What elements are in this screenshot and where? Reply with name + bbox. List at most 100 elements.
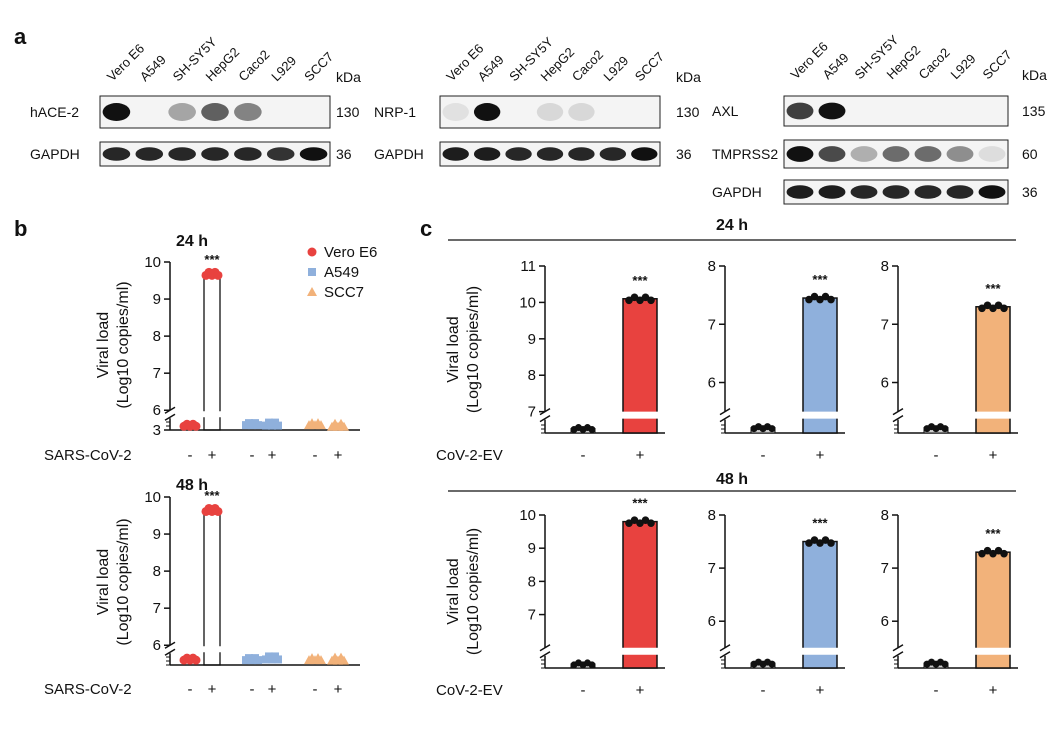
data-point xyxy=(191,655,201,665)
x-category-label: - xyxy=(250,681,255,698)
y-tick-label: 9 xyxy=(153,526,161,543)
y-axis-title-line: Viral load xyxy=(445,558,462,624)
lane-label: SCC7 xyxy=(980,47,1015,82)
blot-band xyxy=(168,147,196,161)
bar xyxy=(203,273,221,431)
y-tick-label: 7 xyxy=(881,316,889,333)
blot-band xyxy=(946,146,974,162)
y-tick-label: 8 xyxy=(528,573,536,590)
blot-band xyxy=(882,146,910,162)
axis-break-mark xyxy=(164,648,176,656)
x-category-label: + xyxy=(268,681,277,698)
y-tick-label: 7 xyxy=(881,560,889,577)
y-axis-title-line: (Log10 copies/ml) xyxy=(115,518,132,645)
x-category-label: + xyxy=(989,682,998,699)
x-category-label: + xyxy=(334,447,343,464)
data-point xyxy=(191,421,201,431)
panel-b-label: b xyxy=(14,216,27,241)
blot-band xyxy=(914,185,942,199)
significance-label: *** xyxy=(204,488,220,503)
x-category-label: + xyxy=(816,682,825,699)
data-point xyxy=(339,421,349,431)
data-point xyxy=(1000,549,1008,558)
y-tick-label: 8 xyxy=(881,258,889,275)
x-category-label: + xyxy=(636,682,645,699)
kda-header: kDa xyxy=(676,69,701,85)
data-point xyxy=(316,655,326,665)
y-tick-label: 8 xyxy=(153,563,161,580)
blot-band xyxy=(978,185,1006,199)
lane-label: SCC7 xyxy=(632,49,667,84)
x-factor-label: SARS-CoV-2 xyxy=(44,681,132,698)
data-point xyxy=(827,539,835,547)
legend-label: Vero E6 xyxy=(324,244,377,261)
chart-c-48h-3: 6 7 8 *** - + xyxy=(881,507,1018,699)
y-tick-label: 10 xyxy=(519,507,536,524)
bar-break xyxy=(975,647,1011,655)
y-axis-title-line: (Log10 copies/ml) xyxy=(115,281,132,408)
significance-label: *** xyxy=(204,252,220,267)
kda-value: 135 xyxy=(1022,103,1046,119)
chart-c-24h-1: 7 8 9 10 11 *** - + CoV-2-EV 24 h Viral load (Log10… xyxy=(436,217,748,464)
axis-break-mark xyxy=(719,414,731,423)
data-point xyxy=(213,506,223,516)
bar-break xyxy=(203,411,221,418)
axis-break-mark xyxy=(719,651,731,659)
data-point xyxy=(339,655,349,665)
section-title: 24 h xyxy=(716,217,748,234)
x-category-label: + xyxy=(816,447,825,464)
bar xyxy=(802,540,838,669)
blot-band xyxy=(786,146,814,162)
data-point xyxy=(941,425,949,433)
data-point xyxy=(647,519,655,527)
blot-band xyxy=(442,103,469,121)
blot-band xyxy=(102,147,131,161)
kda-value: 36 xyxy=(1022,184,1038,200)
protein-label: GAPDH xyxy=(374,146,424,162)
kda-value: 130 xyxy=(676,104,700,120)
data-point xyxy=(588,426,596,434)
significance-label: *** xyxy=(985,281,1001,296)
y-axis-title: Viral load (Log10 copies/ml) xyxy=(95,518,132,645)
x-category-label: - xyxy=(188,447,193,464)
blot-band xyxy=(102,103,131,121)
blot-band xyxy=(978,146,1006,162)
y-tick-label: 10 xyxy=(144,489,161,506)
chart-c-24h-3: 6 7 8 *** - + xyxy=(881,258,1018,464)
y-axis-title: Viral load (Log10 copies/ml) xyxy=(445,528,482,655)
y-tick-label: 11 xyxy=(520,258,536,275)
blot-band xyxy=(135,147,164,161)
protein-label: hACE-2 xyxy=(30,104,79,120)
legend-label: SCC7 xyxy=(324,284,364,301)
blot-band xyxy=(201,103,229,121)
blot-band xyxy=(234,147,262,161)
axis-break-mark xyxy=(719,644,731,652)
bar xyxy=(622,298,658,434)
data-point xyxy=(827,295,835,304)
y-tick-label: 10 xyxy=(144,254,161,271)
axis-break-mark xyxy=(539,644,551,652)
axis-break-mark xyxy=(539,651,551,659)
data-point xyxy=(254,421,262,430)
blot-band xyxy=(505,147,532,161)
y-tick-label: 8 xyxy=(153,328,161,345)
y-tick-label: 6 xyxy=(881,375,889,392)
x-category-label: - xyxy=(250,447,255,464)
y-tick-label: 9 xyxy=(528,331,536,348)
x-factor-label: CoV-2-EV xyxy=(436,682,503,699)
blot-band xyxy=(914,146,942,162)
kda-value: 60 xyxy=(1022,146,1038,162)
axis-break-mark xyxy=(892,651,904,659)
y-tick-label: 6 xyxy=(153,637,161,654)
x-category-label: + xyxy=(208,447,217,464)
axis-break-mark xyxy=(539,414,551,423)
blot-band xyxy=(536,103,564,121)
lane-label: SCC7 xyxy=(301,49,336,84)
blot-band xyxy=(442,147,469,161)
protein-label: TMPRSS2 xyxy=(712,146,778,162)
y-axis-title-line: Viral load xyxy=(445,316,462,382)
